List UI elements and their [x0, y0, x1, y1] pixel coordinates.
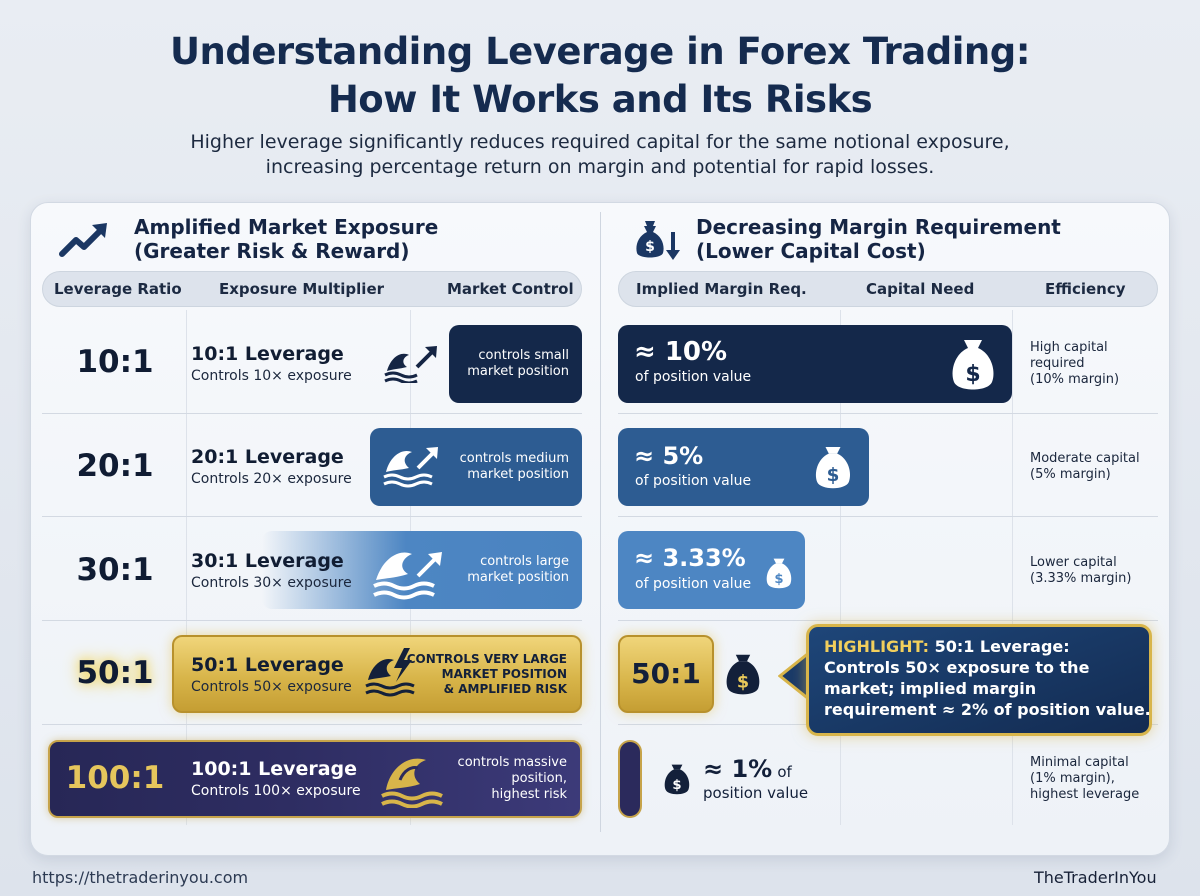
row-divider	[42, 516, 582, 517]
money-bag-icon: $	[766, 558, 792, 589]
wave-lightning-icon	[365, 648, 415, 697]
page-subtitle: Higher leverage significantly reduces re…	[190, 131, 1010, 178]
leverage-subtitle: Controls 10× exposure	[191, 368, 352, 384]
svg-text:$: $	[737, 673, 749, 693]
margin-percent: ≈ 5%	[634, 442, 704, 470]
col-leverage-ratio: Leverage Ratio	[54, 280, 182, 298]
margin-of-value: of position value	[635, 576, 752, 592]
efficiency-text: Moderate capital (5% margin)	[1030, 451, 1140, 482]
efficiency-text: Lower capital (3.33% margin)	[1030, 555, 1132, 586]
row-divider	[618, 516, 1158, 517]
panel-divider	[600, 212, 601, 832]
page-title: Understanding Leverage in Forex Trading:…	[169, 30, 1031, 121]
efficiency-text: High capital required (10% margin)	[1030, 340, 1120, 387]
svg-text:$: $	[645, 239, 655, 255]
leverage-title: 10:1 Leverage	[191, 343, 344, 365]
svg-text:$: $	[965, 362, 980, 387]
margin-percent: ≈ 1% of	[703, 755, 792, 783]
margin-percent: ≈ 3.33%	[634, 544, 746, 572]
callout-pointer	[778, 650, 810, 702]
money-bag-icon: $	[726, 654, 760, 695]
col-market-control: Market Control	[447, 280, 574, 298]
margin-of-value: of position value	[635, 369, 752, 385]
market-control-box: controls massive position, highest risk	[457, 755, 567, 802]
margin-of-value: of position value	[635, 473, 752, 489]
market-control-box: controls small market position	[449, 325, 582, 403]
margin-percent: ≈ 10%	[634, 337, 728, 367]
margin-bar	[618, 740, 642, 818]
row-divider	[42, 724, 582, 725]
col-efficiency: Efficiency	[1045, 280, 1126, 298]
leverage-ratio: 50:1	[76, 655, 154, 691]
col-capital-need: Capital Need	[866, 280, 975, 298]
market-control-box: controls medium market position	[370, 428, 582, 506]
margin-bar: ≈ 3.33% of position value $	[618, 531, 805, 609]
leverage-ratio: 100:1	[65, 760, 165, 796]
leverage-ratio: 20:1	[76, 448, 154, 484]
trend-up-arrow-icon	[59, 223, 107, 257]
margin-bar: ≈ 5% of position value $	[618, 428, 869, 506]
margin-of-value: position value	[703, 784, 809, 802]
wave-arrow-icon	[384, 346, 437, 383]
wave-icon	[381, 758, 443, 808]
margin-ratio-box: 50:1	[618, 635, 714, 713]
left-section-title: Amplified Market Exposure (Greater Risk …	[134, 215, 439, 263]
col-implied-margin: Implied Margin Req.	[636, 280, 807, 298]
margin-bar: ≈ 10% of position value $	[618, 325, 1012, 403]
money-bag-icon: $	[952, 340, 994, 390]
right-column-header-bar	[618, 271, 1158, 307]
grid-line	[840, 310, 841, 825]
grid-line	[1012, 310, 1013, 825]
row-divider	[42, 413, 582, 414]
money-bag-icon: $	[664, 764, 690, 795]
footer-brand: TheTraderInYou	[1034, 868, 1157, 887]
leverage-subtitle: Controls 30× exposure	[191, 575, 352, 591]
row-divider	[42, 620, 582, 621]
leverage-subtitle: Controls 50× exposure	[191, 679, 352, 695]
leverage-ratio: 30:1	[76, 552, 154, 588]
leverage-title: 20:1 Leverage	[191, 446, 344, 468]
leverage-subtitle: Controls 100× exposure	[191, 783, 361, 799]
wave-arrow-icon	[373, 552, 442, 600]
leverage-title: 100:1 Leverage	[191, 758, 358, 780]
svg-text:$: $	[827, 465, 840, 486]
grid-line	[186, 310, 187, 825]
footer-url[interactable]: https://thetraderinyou.com	[32, 868, 249, 887]
right-section-title: Decreasing Margin Requirement (Lower Cap…	[696, 215, 1061, 263]
row-divider	[618, 620, 1158, 621]
money-bag-icon: $	[815, 447, 851, 489]
svg-text:$: $	[672, 778, 681, 793]
leverage-subtitle: Controls 20× exposure	[191, 471, 352, 487]
leverage-title: 50:1 Leverage	[191, 654, 344, 676]
left-column-header-bar	[42, 271, 582, 307]
highlight-callout: HIGHLIGHT: 50:1 Leverage: Controls 50× e…	[806, 624, 1152, 736]
efficiency-text: Minimal capital (1% margin), highest lev…	[1030, 755, 1140, 802]
col-exposure-multiplier: Exposure Multiplier	[219, 280, 385, 298]
margin-ratio-text: 50:1	[631, 657, 701, 690]
leverage-ratio: 10:1	[76, 344, 154, 380]
leverage-title: 30:1 Leverage	[191, 550, 344, 572]
ratio-highlight-box	[48, 740, 582, 818]
wave-arrow-icon	[383, 447, 438, 488]
row-divider	[618, 413, 1158, 414]
money-bag-down-arrow-icon: $	[636, 221, 680, 260]
svg-text:$: $	[774, 572, 783, 587]
